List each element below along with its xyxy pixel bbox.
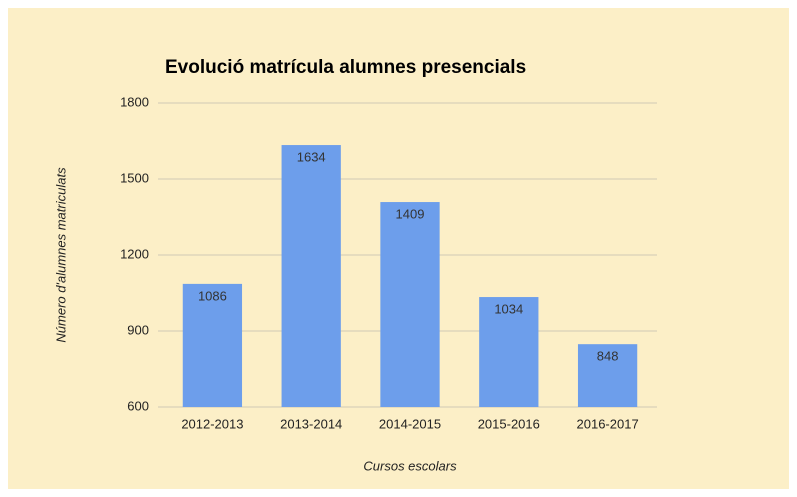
data-label: 1034 — [494, 301, 523, 316]
x-tick-label: 2016-2017 — [577, 416, 639, 431]
x-tick-label: 2014-2015 — [379, 416, 441, 431]
bar — [182, 283, 243, 407]
x-tick-label: 2015-2016 — [478, 416, 540, 431]
data-label: 1634 — [297, 149, 326, 164]
chart-title: Evolució matrícula alumnes presencials — [165, 57, 526, 78]
data-label: 1086 — [198, 288, 227, 303]
data-label: 848 — [597, 349, 619, 364]
y-tick-label: 1500 — [120, 170, 149, 185]
x-tick-label: 2012-2013 — [181, 416, 243, 431]
bar — [281, 145, 341, 407]
bar — [380, 202, 440, 407]
y-tick-label: 1200 — [120, 246, 149, 261]
x-tick-label: 2013-2014 — [280, 416, 342, 431]
y-tick-label: 1800 — [120, 94, 149, 109]
y-tick-label: 900 — [127, 322, 149, 337]
y-tick-label: 600 — [127, 398, 149, 413]
bar — [577, 344, 638, 407]
bar — [479, 297, 539, 407]
y-axis-title: Número d'alumnes matriculats — [53, 167, 68, 343]
data-label: 1409 — [396, 206, 425, 221]
x-axis-title: Cursos escolars — [363, 458, 457, 473]
